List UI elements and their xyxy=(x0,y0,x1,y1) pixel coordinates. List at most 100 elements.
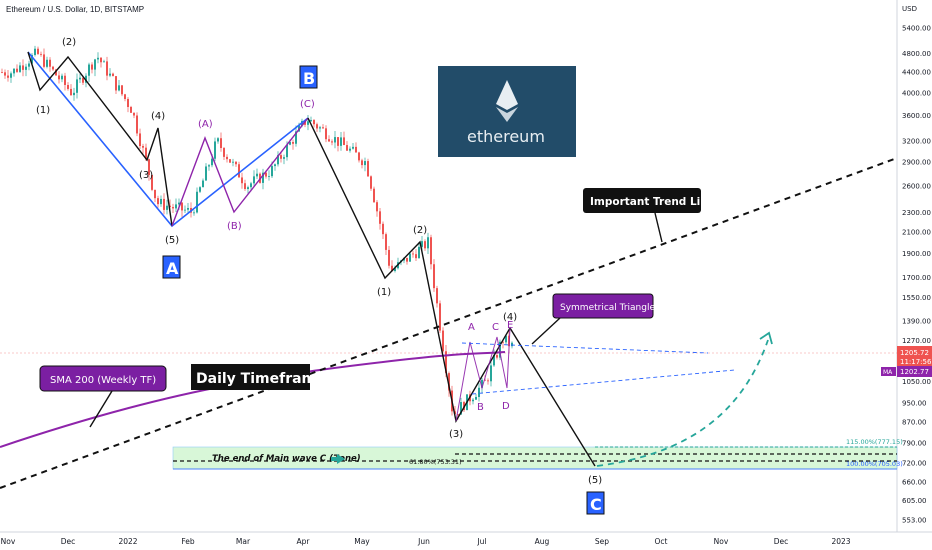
time-axis[interactable]: Nov Dec 2022 Feb Mar Apr May Jun Jul Aug Sep Oct Nov… xyxy=(1,537,851,546)
candle-body xyxy=(367,161,369,177)
sym-triangle-label: Symmetrical Triangle xyxy=(560,303,655,313)
candle-body xyxy=(34,48,36,55)
candle-body xyxy=(70,88,72,96)
candle-body xyxy=(331,141,333,143)
y-tick-label: 870.00 xyxy=(902,419,927,427)
wave-label: (5) xyxy=(588,475,602,486)
candle-body xyxy=(292,142,294,144)
candle-body xyxy=(361,160,363,166)
sma-label: SMA 200 (Weekly TF) xyxy=(50,375,156,386)
sma-callout xyxy=(39,365,167,392)
y-tick-label: 1050.00 xyxy=(902,378,931,386)
candle-body xyxy=(202,180,204,188)
candle-body xyxy=(376,202,378,212)
x-tick-label: Jul xyxy=(476,537,486,546)
current-price-badge xyxy=(897,346,932,368)
candle-body xyxy=(127,98,129,107)
candle-body xyxy=(349,148,351,151)
y-tick-label: 660.00 xyxy=(902,478,927,486)
wave-label: (5) xyxy=(165,235,179,246)
candle-body xyxy=(118,85,120,91)
candle-body xyxy=(373,188,375,203)
sym-callout-pointer xyxy=(531,317,561,345)
candle-body xyxy=(121,85,123,95)
x-tick-label: 2022 xyxy=(118,537,137,546)
currency-label: USD xyxy=(902,5,917,13)
candle-body xyxy=(355,146,357,153)
candle-body xyxy=(142,145,144,148)
daily-timeframe-label: Daily Timeframe xyxy=(196,371,326,387)
x-tick-label: Dec xyxy=(774,537,789,546)
wave-label: (2) xyxy=(413,225,427,236)
x-tick-label: Nov xyxy=(714,537,729,546)
candle-body xyxy=(409,253,411,262)
fib-label-115: 115.00%(777.15) xyxy=(846,438,903,446)
projection-arrow xyxy=(596,339,769,467)
candle-body xyxy=(481,379,483,388)
candle-body xyxy=(325,128,327,140)
daily-timeframe-box xyxy=(191,364,310,390)
candle-body xyxy=(4,72,6,76)
candle-body xyxy=(379,211,381,224)
logo-text: ethereum xyxy=(467,127,545,146)
candle-body xyxy=(493,355,495,366)
ma-price-badge xyxy=(897,366,932,377)
candle-body xyxy=(406,257,408,262)
candle-body xyxy=(91,64,93,70)
wave-label: (4) xyxy=(503,312,517,323)
candle-body xyxy=(316,124,318,129)
candle-body xyxy=(181,202,183,211)
candle-body xyxy=(334,137,336,143)
candle-body xyxy=(445,351,447,374)
candle-body xyxy=(97,57,99,60)
trend-line-label: Important Trend Line xyxy=(590,196,715,208)
candle-body xyxy=(238,164,240,178)
candle-body xyxy=(115,76,117,91)
candle-body xyxy=(31,54,33,64)
candle-body xyxy=(322,127,324,129)
candle-body xyxy=(22,65,24,70)
candle-body xyxy=(112,73,114,77)
correction-wave-abc xyxy=(171,117,309,227)
candle-body xyxy=(460,402,462,415)
candle-body xyxy=(268,176,270,177)
candle-body xyxy=(160,198,162,205)
candle-body xyxy=(124,94,126,99)
sma-callout-pointer xyxy=(89,390,113,428)
chart-title: Ethereum / U.S. Dollar, 1D, BITSTAMP xyxy=(6,5,145,14)
candle-body xyxy=(295,131,297,144)
candle-body xyxy=(19,65,21,72)
impulse-wave-1 xyxy=(27,51,173,227)
box-b-label: B xyxy=(303,69,315,88)
wave-label: (3) xyxy=(449,429,463,440)
countdown-value: 11:17:56 xyxy=(900,358,932,366)
y-tick-label: 4800.00 xyxy=(902,50,931,58)
trend-line xyxy=(0,157,898,489)
candle-body xyxy=(394,268,396,272)
candle-body xyxy=(133,112,135,116)
candle-body xyxy=(277,155,279,165)
candle-body xyxy=(472,399,474,402)
triangle-label: C xyxy=(492,322,499,333)
zone-arrow-icon xyxy=(337,454,345,464)
fib-label-100: 100.00%(705.03) xyxy=(846,460,903,468)
y-tick-label: 950.00 xyxy=(902,400,927,408)
candle-body xyxy=(364,161,366,166)
wave-label-purple: (A) xyxy=(198,119,213,130)
y-tick-label: 2900.00 xyxy=(902,159,931,167)
x-tick-label: Feb xyxy=(181,537,195,546)
candle-body xyxy=(436,288,438,304)
candle-body xyxy=(187,207,189,210)
candle-body xyxy=(172,207,174,209)
price-axis[interactable]: 5400.00 4800.00 4400.00 4000.00 3600.00 3200.… xyxy=(902,25,931,525)
candle-body xyxy=(421,241,423,247)
candle-body xyxy=(307,121,309,125)
candle-body xyxy=(196,191,198,213)
triangle-top-line xyxy=(461,342,709,354)
candle-body xyxy=(199,187,201,192)
ma-tag xyxy=(881,367,896,376)
candle-body xyxy=(412,253,414,255)
candle-body xyxy=(37,48,39,54)
candle-body xyxy=(130,106,132,113)
